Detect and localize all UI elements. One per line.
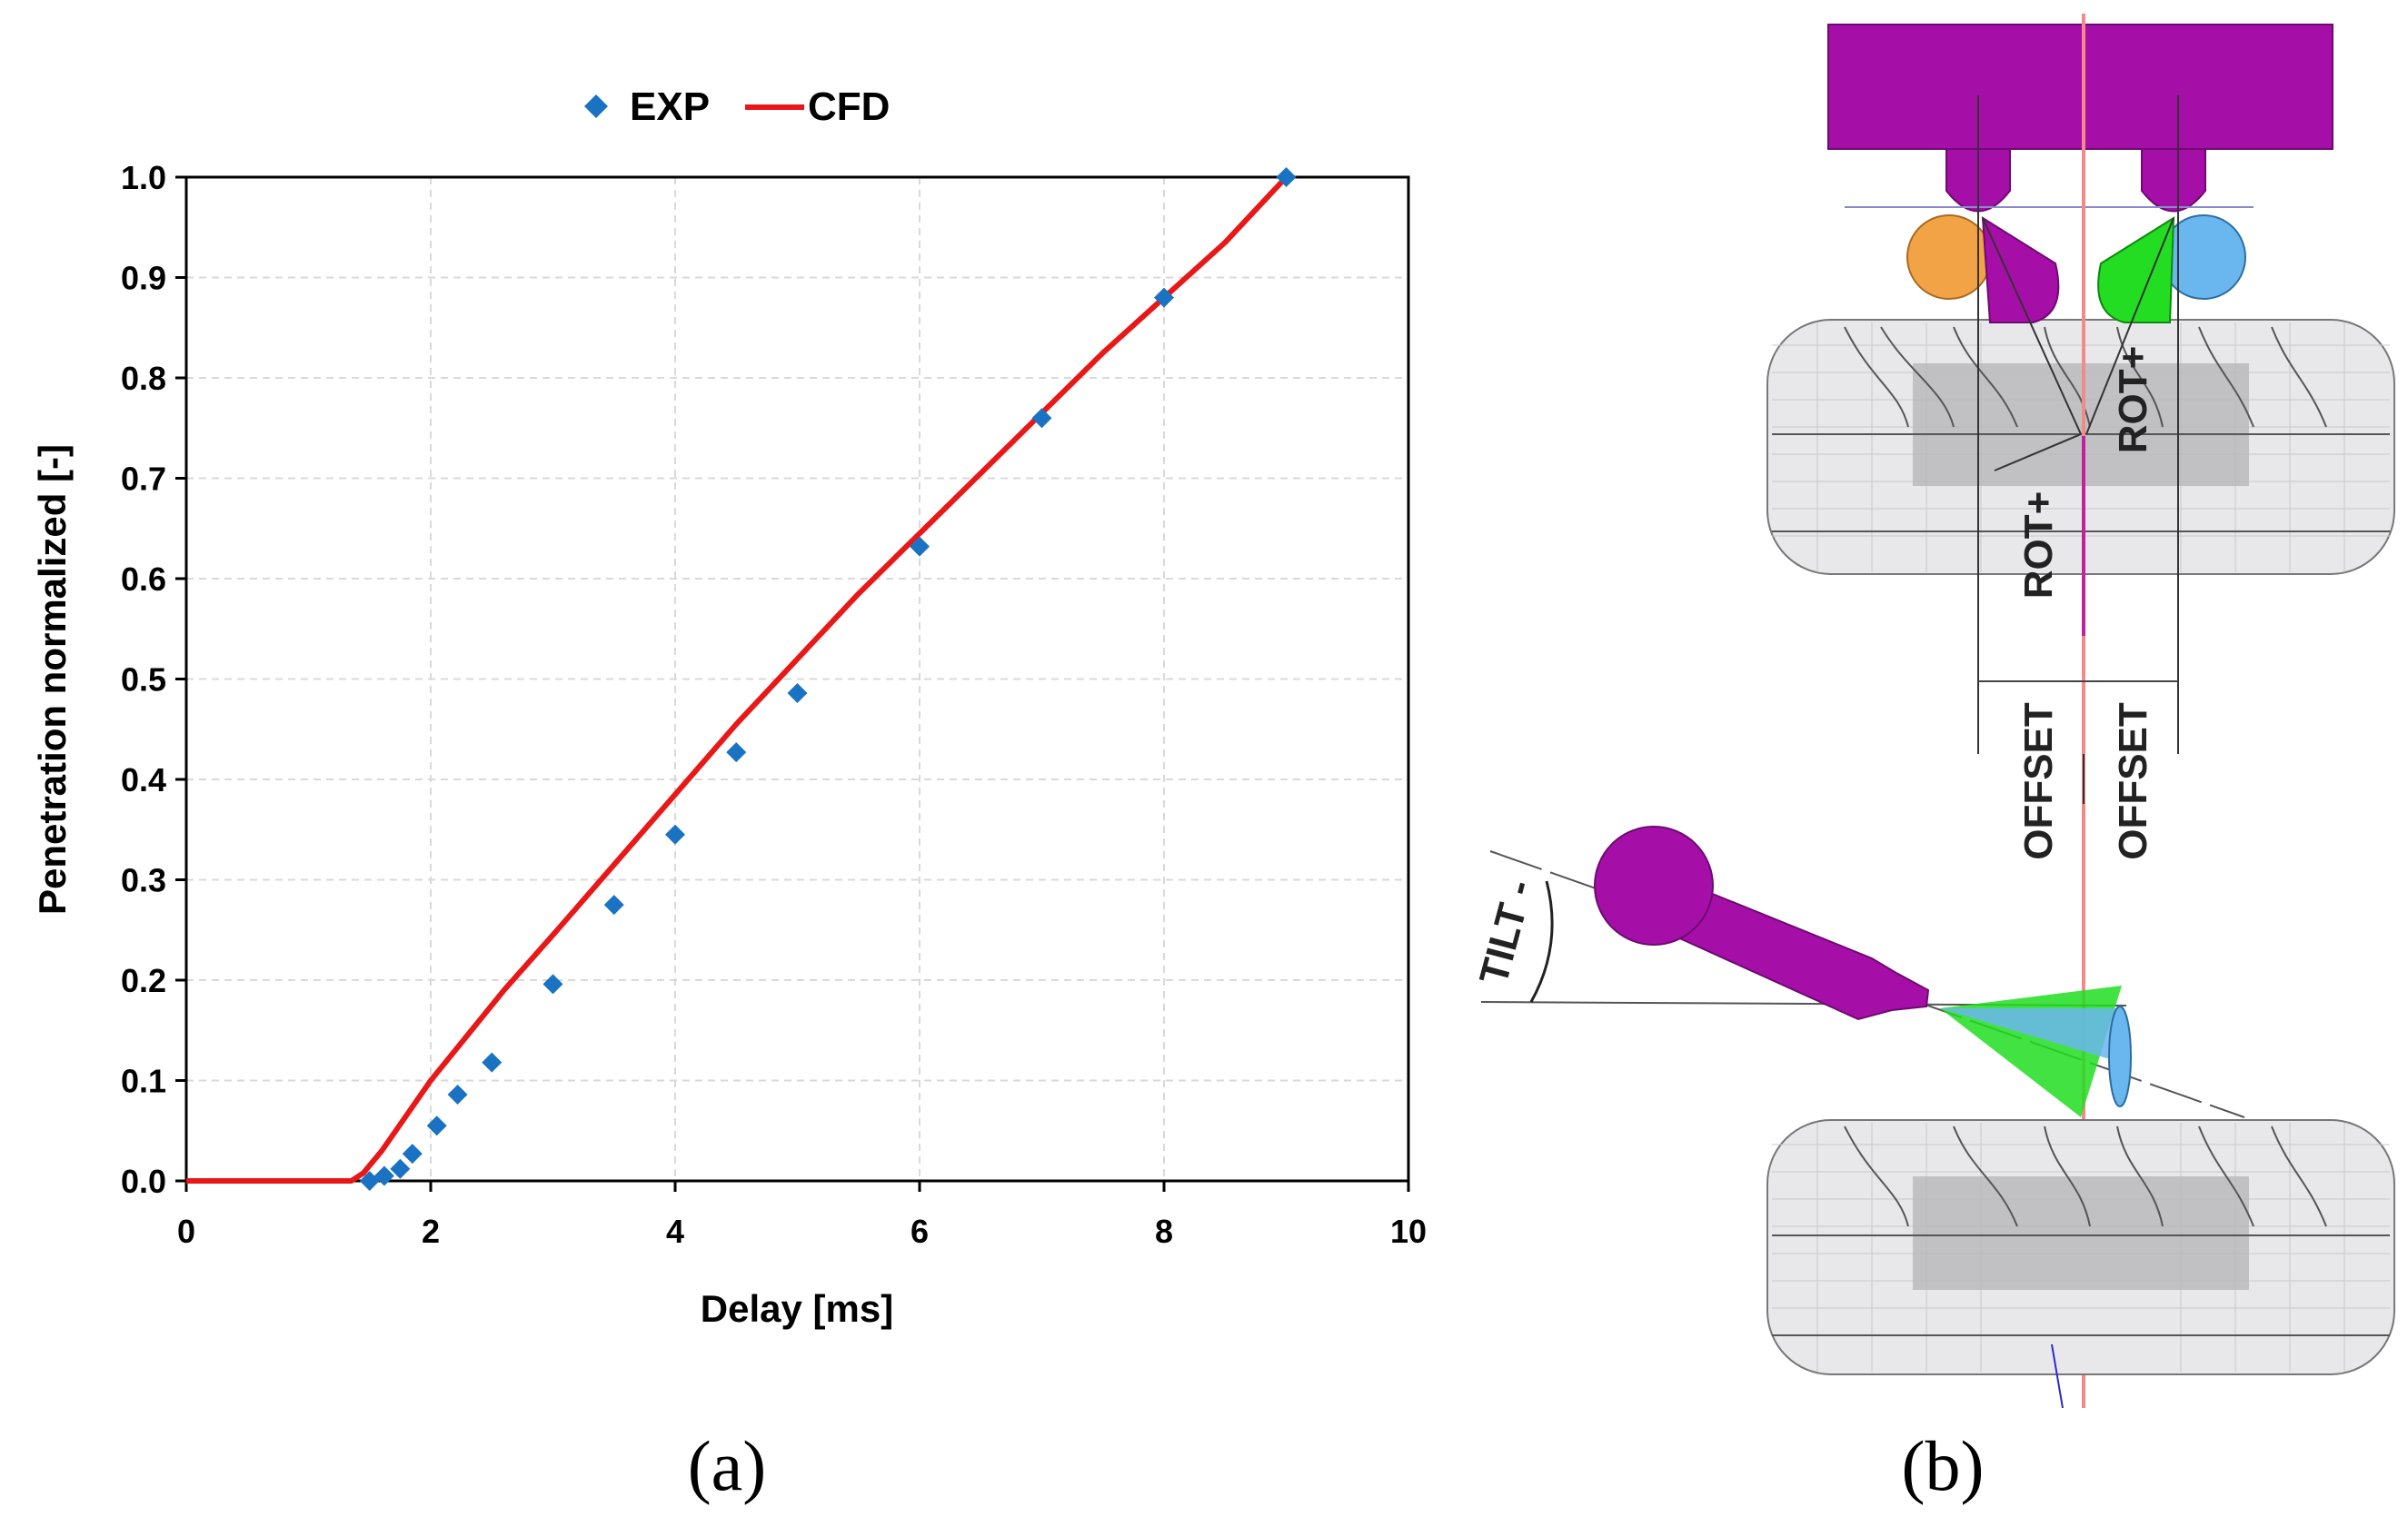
exp-point — [665, 824, 685, 845]
y-tick-label: 0.6 — [121, 560, 166, 598]
exp-point — [482, 1052, 502, 1073]
y-tick-label: 0.5 — [121, 661, 166, 699]
right-spray-cone — [2097, 216, 2175, 323]
y-axis-label: Penetration normalized [-] — [31, 444, 74, 915]
y-tick-label: 0.2 — [121, 962, 166, 999]
bottom-head-mesh — [1766, 1119, 2395, 1375]
x-tick-labels: 0 2 4 6 8 10 — [177, 1213, 1427, 1250]
x-tick-label: 0 — [177, 1213, 195, 1250]
side-injector-head — [1594, 826, 1714, 946]
right-injector-body — [2141, 148, 2206, 213]
rot-label-left: ROT+ — [2016, 491, 2061, 600]
exp-point — [390, 1158, 411, 1179]
legend-exp-marker — [584, 94, 608, 118]
x-tick-label: 8 — [1155, 1213, 1173, 1250]
legend: EXP CFD — [584, 84, 890, 129]
injector-diagram: ROT+ ROT+ OFFSET OFFSET — [1471, 14, 2395, 1505]
exp-point — [402, 1144, 423, 1165]
offset-label-left: OFFSET — [2016, 702, 2061, 860]
y-tick-label: 0.8 — [121, 360, 166, 397]
tilt-arc — [1529, 880, 1554, 1003]
x-tick-label: 6 — [910, 1213, 929, 1250]
exp-point — [373, 1165, 394, 1186]
penetration-chart: 0 2 4 6 8 10 0.0 0.1 0.2 0.3 0.4 0.5 0.6 0.7 0.8 0.9 1.… — [31, 84, 1427, 1505]
rot-label-right: ROT+ — [2111, 346, 2155, 454]
panel-label-a: (a) — [688, 1426, 767, 1505]
exp-point — [726, 742, 747, 763]
x-tick-label: 10 — [1390, 1213, 1427, 1250]
axis-ticks — [175, 175, 1410, 1192]
chart-grid — [186, 177, 1408, 1181]
tilt-label: TILT - — [1471, 876, 1541, 989]
y-tick-label: 0.4 — [121, 761, 166, 798]
exp-point — [910, 536, 930, 557]
y-tick-labels: 0.0 0.1 0.2 0.3 0.4 0.5 0.6 0.7 0.8 0.9 1.0 — [121, 159, 166, 1200]
x-axis-label: Delay [ms] — [701, 1287, 893, 1330]
x-tick-label: 2 — [422, 1213, 440, 1250]
exp-point — [1031, 408, 1052, 429]
exp-point — [542, 974, 563, 995]
exp-point — [447, 1084, 468, 1105]
legend-exp-label: EXP — [630, 84, 710, 129]
side-injector-body — [1652, 881, 1930, 1021]
exp-point — [426, 1115, 447, 1136]
y-tick-label: 1.0 — [121, 159, 166, 196]
y-tick-label: 0.3 — [121, 862, 166, 899]
fuel-rail — [1827, 24, 2333, 150]
exp-point — [603, 895, 624, 916]
y-tick-label: 0.7 — [121, 461, 166, 498]
x-tick-label: 4 — [666, 1213, 684, 1250]
left-spray-cone — [1981, 216, 2060, 323]
y-tick-label: 0.9 — [121, 260, 166, 297]
cfd-series-line — [186, 174, 1289, 1184]
blue-spray-plume — [1940, 1008, 2122, 1063]
exp-point — [787, 682, 808, 703]
panel-label-b: (b) — [1902, 1426, 1985, 1505]
legend-cfd-label: CFD — [808, 84, 890, 129]
exp-point — [1276, 167, 1297, 187]
top-head-mesh — [1766, 319, 2395, 575]
y-tick-label: 0.0 — [121, 1163, 166, 1200]
exp-point — [1154, 287, 1174, 308]
blue-spray-tip — [2161, 214, 2246, 300]
exp-series-markers — [359, 167, 1297, 1191]
y-tick-label: 0.1 — [121, 1063, 166, 1100]
offset-label-right: OFFSET — [2111, 702, 2155, 860]
